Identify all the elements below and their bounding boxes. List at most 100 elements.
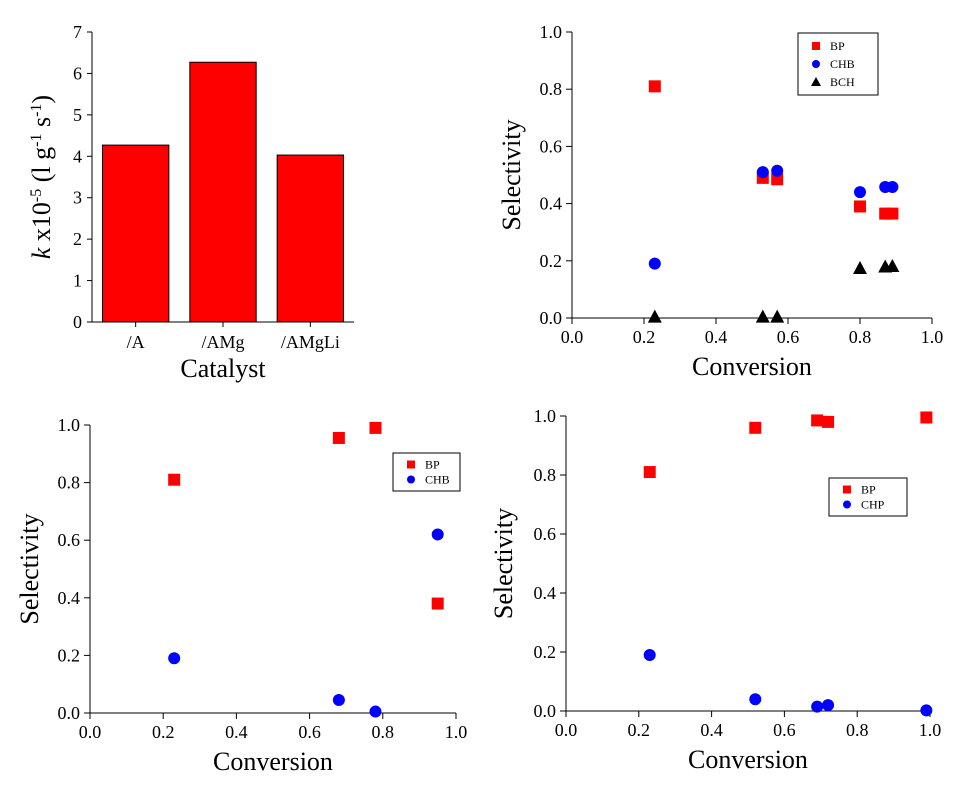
data-point-bch	[885, 258, 900, 272]
y-tick-label: 3	[73, 188, 82, 208]
data-point-chp	[749, 693, 762, 706]
y-tick-label: 0.8	[540, 79, 563, 99]
data-point-bp	[648, 80, 661, 93]
x-tick-label: 0.6	[777, 327, 800, 347]
legend-label: BP	[861, 483, 876, 497]
data-point-chb	[332, 694, 345, 707]
x-tick-label: 0.2	[628, 720, 651, 740]
bar	[189, 61, 257, 323]
x-axis-label: Conversion	[213, 747, 333, 776]
bar-chart-panel: /A/AMg/AMgLi 0 1 2 3 4 5 6 7 Catalyst k x10-5 (l g…	[27, 22, 354, 383]
y-axis-label: Selectivity	[489, 508, 518, 619]
x-tick-label: 0.2	[152, 722, 175, 742]
legend-marker-chp	[843, 500, 851, 509]
data-point-bp	[168, 473, 181, 486]
x-tick-label: 0.4	[705, 327, 728, 347]
legend-label: CHB	[830, 57, 855, 71]
x-tick-label: /AMg	[201, 332, 244, 352]
y-tick-label: 0.2	[58, 645, 81, 665]
data-point-bp	[369, 421, 382, 434]
data-point-bp	[920, 411, 933, 424]
data-point-chb	[771, 164, 784, 177]
x-tick-label: 0.4	[700, 720, 723, 740]
data-point-bp	[854, 200, 866, 213]
y-tick-label: 0.2	[534, 642, 557, 662]
x-axis-label: Conversion	[692, 352, 812, 381]
data-point-bp	[822, 415, 835, 428]
y-axis-label-part: )	[27, 95, 56, 104]
y-tick-label: 7	[73, 22, 82, 42]
legend-marker-chb	[407, 475, 415, 484]
data-point-chp	[920, 704, 933, 717]
y-tick-label: 0.6	[540, 136, 563, 156]
x-tick-label: 0.6	[773, 720, 796, 740]
y-tick-label: 0.0	[540, 308, 563, 328]
data-point-chp	[643, 648, 656, 661]
x-tick-label: 0.6	[298, 722, 321, 742]
data-point-bp	[771, 173, 784, 186]
y-axis-label-part: s	[27, 117, 56, 134]
y-tick-label: 2	[73, 229, 82, 249]
x-tick-label: 0.4	[225, 722, 248, 742]
x-tick-label: 0.0	[561, 327, 584, 347]
y-tick-label: 1.0	[540, 22, 563, 42]
data-point-bp	[643, 466, 656, 479]
data-point-bp	[749, 421, 762, 434]
data-point-bch	[647, 309, 662, 323]
data-point-chb	[648, 257, 661, 270]
data-point-bp	[431, 597, 444, 610]
x-tick-label: 1.0	[445, 722, 468, 742]
data-point-bch	[770, 309, 785, 323]
data-point-chb	[854, 186, 866, 199]
x-tick-label: 0.0	[555, 720, 578, 740]
y-tick-label: 0.4	[540, 194, 563, 214]
legend-label: BP	[830, 39, 845, 53]
data-point-bch	[853, 260, 867, 274]
data-point-chb	[168, 652, 181, 665]
y-tick-label: 0.8	[534, 465, 557, 485]
y-axis-label-part: -1	[28, 134, 45, 147]
data-point-bp	[886, 207, 899, 220]
y-axis-label: Selectivity	[497, 119, 526, 230]
legend-marker-bch	[811, 77, 821, 86]
scatter-chart-panel: 0.0 0.2 0.4 0.6 0.8 1.0 0.0 0.2 0.4 0.6 0.8 1.0 Conv…	[15, 415, 467, 776]
data-point-chb	[756, 166, 769, 179]
y-axis-label-part: -5	[28, 189, 45, 202]
y-tick-label: 0.6	[58, 530, 81, 550]
y-tick-label: 6	[73, 63, 82, 83]
y-axis-label-part: x10	[27, 202, 56, 248]
scatter-chart-panel: 0.0 0.2 0.4 0.6 0.8 1.0 0.0 0.2 0.4 0.6 0.8 1.0 Conv…	[489, 406, 941, 774]
y-axis-label-part: (l g	[27, 147, 56, 189]
y-tick-label: 0	[73, 312, 82, 332]
legend-box	[797, 32, 879, 96]
legend-label: BP	[425, 458, 440, 472]
y-axis-label: k x10-5 (l g-1 s-1)	[27, 95, 56, 259]
data-point-chp	[822, 699, 835, 712]
data-point-bp	[332, 431, 345, 444]
legend-label: BCH	[830, 75, 855, 89]
x-tick-label: /A	[127, 332, 145, 352]
x-tick-label: 1.0	[919, 720, 942, 740]
legend-label: CHB	[425, 473, 450, 487]
y-tick-label: 1.0	[534, 406, 557, 426]
y-tick-label: 5	[73, 105, 82, 125]
y-tick-label: 0.2	[540, 251, 563, 271]
x-tick-label: 0.2	[633, 327, 656, 347]
data-point-chb	[369, 705, 382, 718]
legend-box	[392, 452, 461, 492]
y-tick-label: 0.4	[534, 583, 557, 603]
y-tick-label: 4	[73, 146, 82, 166]
legend-label: CHP	[861, 498, 885, 512]
x-axis-label: Catalyst	[180, 354, 266, 383]
bar	[276, 154, 345, 323]
data-point-bp	[811, 414, 824, 427]
x-tick-label: 0.0	[79, 722, 102, 742]
data-point-chb	[431, 528, 444, 541]
data-point-chb	[886, 181, 899, 194]
x-axis-label: Conversion	[688, 745, 808, 774]
y-axis-label-part: k	[27, 247, 56, 259]
legend-box	[828, 477, 908, 517]
y-tick-label: 1	[73, 271, 82, 291]
